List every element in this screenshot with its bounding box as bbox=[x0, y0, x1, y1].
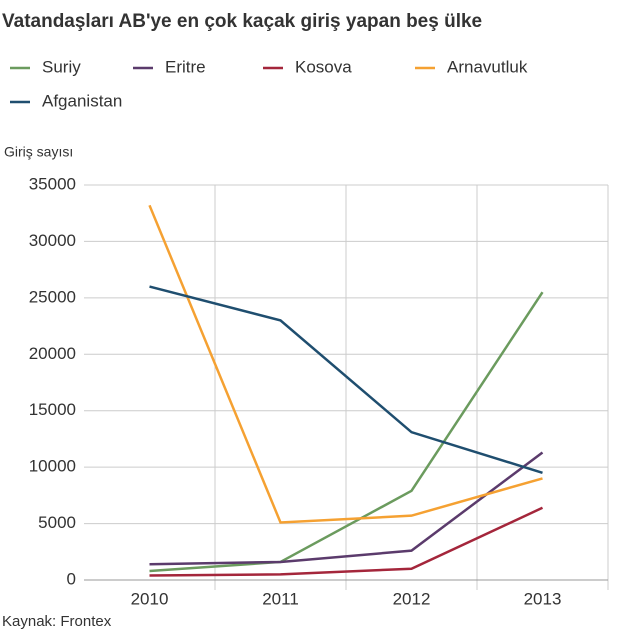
x-tick-label: 2012 bbox=[393, 589, 431, 608]
x-tick-label: 2013 bbox=[524, 589, 562, 608]
legend-label: Eritre bbox=[165, 57, 206, 76]
x-tick-label: 2010 bbox=[131, 589, 169, 608]
y-tick-label: 20000 bbox=[29, 344, 76, 363]
y-tick-label: 0 bbox=[67, 569, 76, 588]
source: Kaynak: Frontex bbox=[2, 613, 112, 630]
legend-label: Arnavutluk bbox=[447, 57, 528, 76]
x-tick-label: 2011 bbox=[262, 589, 299, 608]
series-line bbox=[149, 451, 544, 566]
series-line bbox=[148, 204, 543, 524]
series-line bbox=[149, 285, 543, 474]
chart-title: Vatandaşları AB'ye en çok kaçak giriş ya… bbox=[2, 11, 482, 32]
series-line bbox=[149, 291, 544, 573]
y-tick-label: 10000 bbox=[29, 457, 76, 476]
y-tick-label: 30000 bbox=[29, 231, 76, 250]
legend-label: Afganistan bbox=[42, 91, 122, 110]
legend-label: Suriy bbox=[42, 57, 81, 76]
series-line bbox=[149, 506, 544, 577]
y-tick-label: 15000 bbox=[29, 400, 76, 419]
y-tick-label: 25000 bbox=[29, 287, 76, 306]
y-axis-label: Giriş sayısı bbox=[4, 144, 73, 160]
y-tick-label: 5000 bbox=[38, 513, 76, 532]
legend-label: Kosova bbox=[295, 57, 352, 76]
y-tick-label: 35000 bbox=[29, 174, 76, 193]
